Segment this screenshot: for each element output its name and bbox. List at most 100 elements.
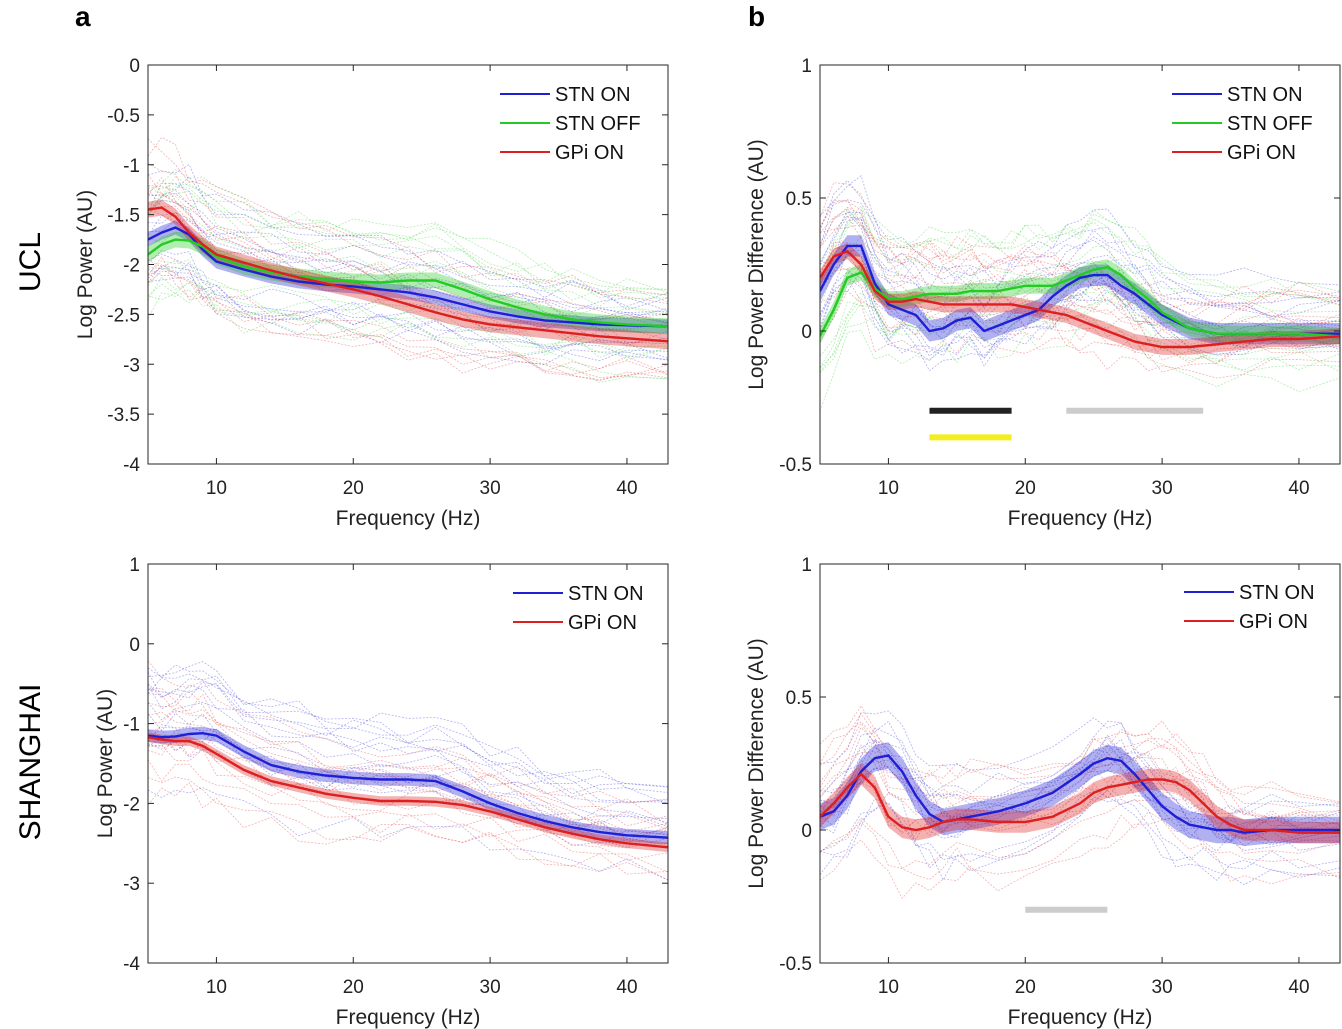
individual-trace bbox=[148, 267, 668, 357]
individual-trace bbox=[148, 163, 668, 311]
legend-label: STN ON bbox=[1239, 582, 1315, 604]
individual-trace bbox=[820, 199, 1340, 325]
y-tick-label: 0 bbox=[129, 56, 140, 77]
x-tick-label: 10 bbox=[878, 478, 899, 499]
individual-trace bbox=[820, 216, 1340, 317]
panel-letter-b: b bbox=[748, 1, 765, 32]
individual-trace bbox=[148, 266, 668, 378]
individual-trace bbox=[148, 249, 668, 345]
y-axis-label: Log Power (AU) bbox=[94, 689, 117, 838]
x-tick-label: 40 bbox=[616, 478, 637, 499]
y-tick-label: 1 bbox=[801, 555, 812, 576]
individual-trace bbox=[148, 671, 668, 788]
individual-trace bbox=[820, 258, 1340, 332]
individual-trace bbox=[148, 186, 668, 301]
plot-area bbox=[148, 136, 668, 383]
individual-trace bbox=[820, 290, 1340, 379]
individual-trace bbox=[820, 215, 1340, 338]
individual-trace bbox=[820, 759, 1340, 845]
individual-trace bbox=[148, 175, 668, 307]
individual-trace bbox=[820, 291, 1340, 374]
sem-band-gpi-on bbox=[820, 243, 1340, 355]
individual-trace bbox=[820, 241, 1340, 348]
individual-trace bbox=[148, 267, 668, 362]
individual-trace bbox=[148, 759, 668, 861]
y-tick-label: -1 bbox=[123, 156, 140, 177]
sem-band-stn-on bbox=[820, 235, 1340, 345]
individual-trace bbox=[148, 174, 668, 324]
individual-trace bbox=[148, 265, 668, 357]
individual-trace bbox=[148, 687, 668, 833]
mean-line-stn-on bbox=[148, 731, 668, 839]
individual-trace bbox=[820, 251, 1340, 357]
individual-trace bbox=[820, 277, 1340, 373]
legend-label: GPi ON bbox=[1227, 142, 1296, 164]
x-tick-label: 10 bbox=[206, 478, 227, 499]
y-tick-label: -3.5 bbox=[107, 405, 140, 426]
individual-trace bbox=[148, 701, 668, 827]
individual-trace bbox=[820, 291, 1340, 373]
legend-label: STN ON bbox=[568, 583, 644, 605]
individual-trace bbox=[148, 256, 668, 376]
individual-trace bbox=[820, 281, 1340, 373]
x-tick-label: 30 bbox=[480, 977, 501, 998]
mean-line-gpi-on bbox=[148, 206, 668, 343]
y-tick-label: -3 bbox=[123, 355, 140, 376]
axes-box bbox=[147, 563, 669, 964]
x-tick-label: 40 bbox=[1288, 478, 1309, 499]
plot-area bbox=[820, 175, 1340, 411]
individual-trace bbox=[148, 185, 668, 324]
mean-line-stn-off bbox=[148, 238, 668, 328]
mean-line-stn-on bbox=[148, 226, 668, 328]
individual-trace bbox=[148, 188, 668, 347]
individual-trace bbox=[148, 740, 668, 844]
individual-trace bbox=[820, 204, 1340, 297]
individual-trace bbox=[820, 779, 1340, 847]
sem-band-gpi-on bbox=[148, 199, 668, 350]
y-tick-label: 0.5 bbox=[786, 189, 812, 210]
individual-trace bbox=[148, 183, 668, 291]
individual-trace bbox=[820, 710, 1340, 816]
individual-trace bbox=[820, 720, 1340, 821]
y-tick-label: -0.5 bbox=[779, 455, 812, 476]
individual-trace bbox=[820, 199, 1340, 321]
legend-label: STN OFF bbox=[1227, 113, 1313, 135]
y-tick-label: -0.5 bbox=[107, 106, 140, 127]
individual-trace bbox=[148, 735, 668, 849]
individual-trace bbox=[820, 271, 1340, 359]
individual-trace bbox=[148, 199, 668, 324]
individual-trace bbox=[820, 819, 1340, 900]
individual-trace bbox=[148, 661, 668, 795]
individual-trace bbox=[148, 781, 668, 875]
y-tick-label: 0 bbox=[129, 635, 140, 656]
individual-trace bbox=[148, 692, 668, 826]
x-tick-label: 30 bbox=[1152, 478, 1173, 499]
individual-trace bbox=[820, 726, 1340, 826]
individual-trace bbox=[148, 724, 668, 847]
mean-line-gpi-on bbox=[148, 736, 668, 849]
individual-trace bbox=[820, 811, 1340, 881]
x-tick-label: 20 bbox=[343, 478, 364, 499]
x-axis-label: Frequency (Hz) bbox=[336, 1006, 481, 1029]
x-tick-label: 10 bbox=[206, 977, 227, 998]
row-label-ucl: UCL bbox=[14, 232, 47, 292]
individual-trace bbox=[820, 199, 1340, 299]
individual-trace bbox=[148, 664, 668, 793]
y-tick-label: -1.5 bbox=[107, 206, 140, 227]
mean-line-stn-off bbox=[820, 265, 1340, 338]
individual-trace bbox=[820, 209, 1340, 301]
legend-label: GPi ON bbox=[555, 142, 624, 164]
legend-label: GPi ON bbox=[568, 612, 637, 634]
individual-trace bbox=[148, 276, 668, 354]
y-tick-label: 0.5 bbox=[786, 688, 812, 709]
individual-trace bbox=[820, 319, 1340, 411]
panel-letter-a: a bbox=[75, 1, 91, 32]
individual-trace bbox=[148, 681, 668, 803]
y-tick-label: -4 bbox=[123, 954, 140, 975]
y-tick-label: -2.5 bbox=[107, 305, 140, 326]
individual-trace bbox=[820, 744, 1340, 819]
x-axis-label: Frequency (Hz) bbox=[1008, 507, 1153, 530]
individual-trace bbox=[148, 276, 668, 365]
individual-trace bbox=[820, 764, 1340, 835]
individual-trace bbox=[820, 790, 1340, 870]
